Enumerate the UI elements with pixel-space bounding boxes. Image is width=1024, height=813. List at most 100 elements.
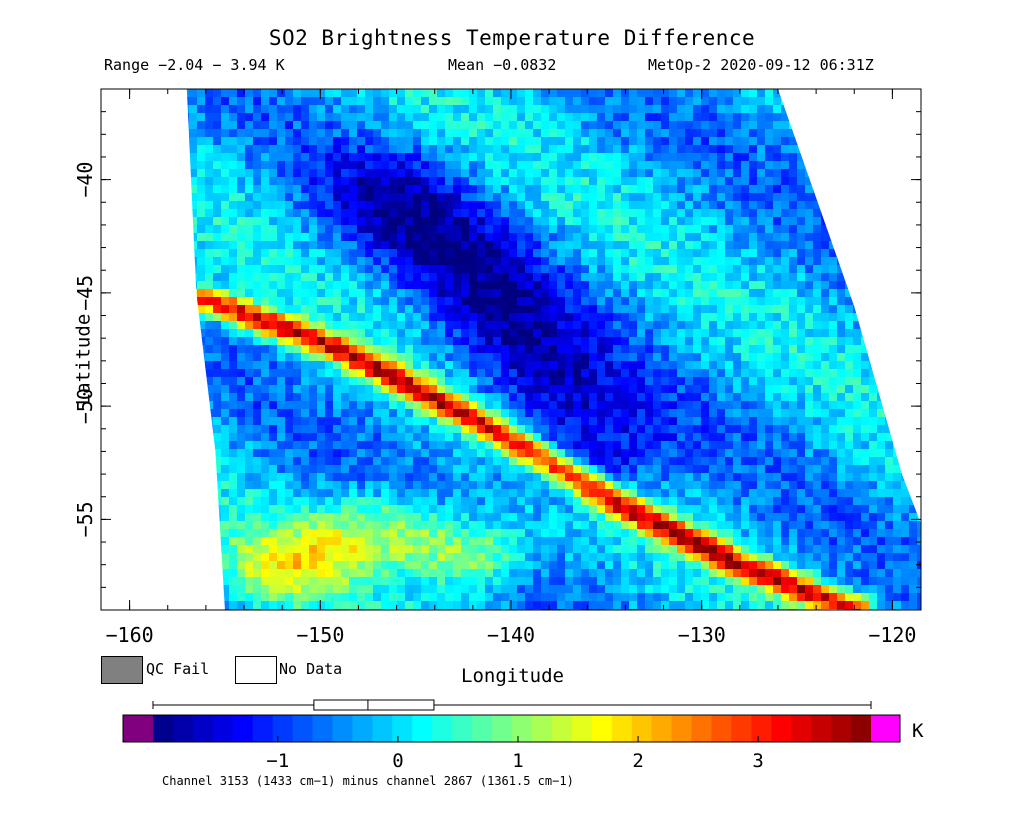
heat-cell [677, 361, 686, 370]
heat-cell [765, 393, 774, 402]
heat-cell [453, 225, 462, 234]
heat-cell [237, 201, 246, 210]
heat-cell [437, 369, 446, 378]
heat-cell [653, 209, 662, 218]
heat-cell [837, 161, 846, 170]
heat-cell [621, 209, 630, 218]
heat-cell [221, 89, 230, 98]
heat-cell [781, 345, 790, 354]
heat-cell [701, 393, 710, 402]
heat-cell [813, 265, 822, 274]
heat-cell [501, 153, 510, 162]
heat-cell [797, 417, 806, 426]
heat-cell [349, 201, 358, 210]
heat-cell [533, 89, 542, 98]
heat-cell [389, 273, 398, 282]
heat-cell [533, 273, 542, 282]
heat-cell [533, 257, 542, 266]
heat-cell [421, 289, 430, 298]
heat-cell [373, 385, 382, 394]
heat-cell [186, 265, 190, 274]
heat-cell [365, 137, 374, 146]
heat-cell [245, 129, 254, 138]
heat-cell [805, 145, 814, 154]
heat-cell [421, 201, 430, 210]
heat-cell [509, 409, 518, 418]
heat-cell [885, 433, 894, 442]
heat-cell [501, 113, 510, 122]
heat-cell [637, 217, 646, 226]
heat-cell [533, 153, 542, 162]
heat-cell [517, 377, 526, 386]
heat-cell [637, 161, 646, 170]
heat-cell [549, 161, 558, 170]
heat-cell [645, 233, 654, 242]
heat-cell [173, 89, 182, 98]
heat-cell [293, 361, 302, 370]
heat-cell [885, 409, 894, 418]
heat-cell [677, 113, 686, 122]
heat-cell [629, 161, 638, 170]
heat-cell [613, 273, 622, 282]
heat-cell [517, 169, 526, 178]
heat-cell [597, 281, 606, 290]
heat-cell [645, 129, 654, 138]
heat-cell [701, 257, 710, 266]
heat-cell [197, 337, 206, 346]
heat-cell [349, 145, 358, 154]
heat-cell [701, 385, 710, 394]
heat-cell [573, 185, 582, 194]
heat-cell [533, 145, 542, 154]
heat-cell [653, 185, 662, 194]
heat-cell [773, 353, 782, 362]
heat-cell [461, 225, 470, 234]
heat-cell [309, 209, 318, 218]
heat-cell [149, 281, 158, 290]
heat-cell [501, 273, 510, 282]
heat-cell [445, 193, 454, 202]
heat-cell [653, 433, 662, 442]
heat-cell [381, 153, 390, 162]
heat-cell [789, 313, 798, 322]
heat-cell [437, 121, 446, 130]
heat-cell [133, 257, 142, 266]
heat-cell [661, 241, 670, 250]
heat-cell [229, 273, 238, 282]
heat-cell [501, 361, 510, 370]
heat-cell [133, 281, 142, 290]
heat-cell [885, 329, 894, 338]
heat-cell [653, 385, 662, 394]
heat-cell [293, 145, 302, 154]
heat-cell [309, 457, 318, 466]
heat-cell [429, 345, 438, 354]
heat-cell [701, 345, 710, 354]
heat-cell [469, 449, 478, 458]
heat-cell [789, 177, 798, 186]
heat-cell [813, 105, 822, 114]
heat-cell [621, 153, 630, 162]
heat-cell [229, 153, 238, 162]
heat-cell [357, 409, 366, 418]
heat-cell [581, 185, 590, 194]
heat-cell [573, 329, 582, 338]
heat-cell [389, 417, 398, 426]
heat-cell [749, 121, 758, 130]
heat-cell [717, 449, 726, 458]
heat-cell [237, 161, 246, 170]
heat-cell [909, 137, 918, 146]
heat-cell [629, 281, 638, 290]
heat-cell [301, 121, 310, 130]
heat-cell [101, 377, 110, 386]
heat-cell [701, 313, 710, 322]
heat-cell [373, 305, 382, 314]
heat-cell [397, 169, 406, 178]
heat-cell [733, 273, 742, 282]
heat-cell [549, 145, 558, 154]
heat-cell [125, 217, 134, 226]
heat-cell [605, 137, 614, 146]
heat-cell [829, 441, 838, 450]
heat-cell [149, 449, 158, 458]
heat-cell [101, 129, 110, 138]
heat-cell [349, 377, 358, 386]
heat-cell [277, 457, 286, 466]
